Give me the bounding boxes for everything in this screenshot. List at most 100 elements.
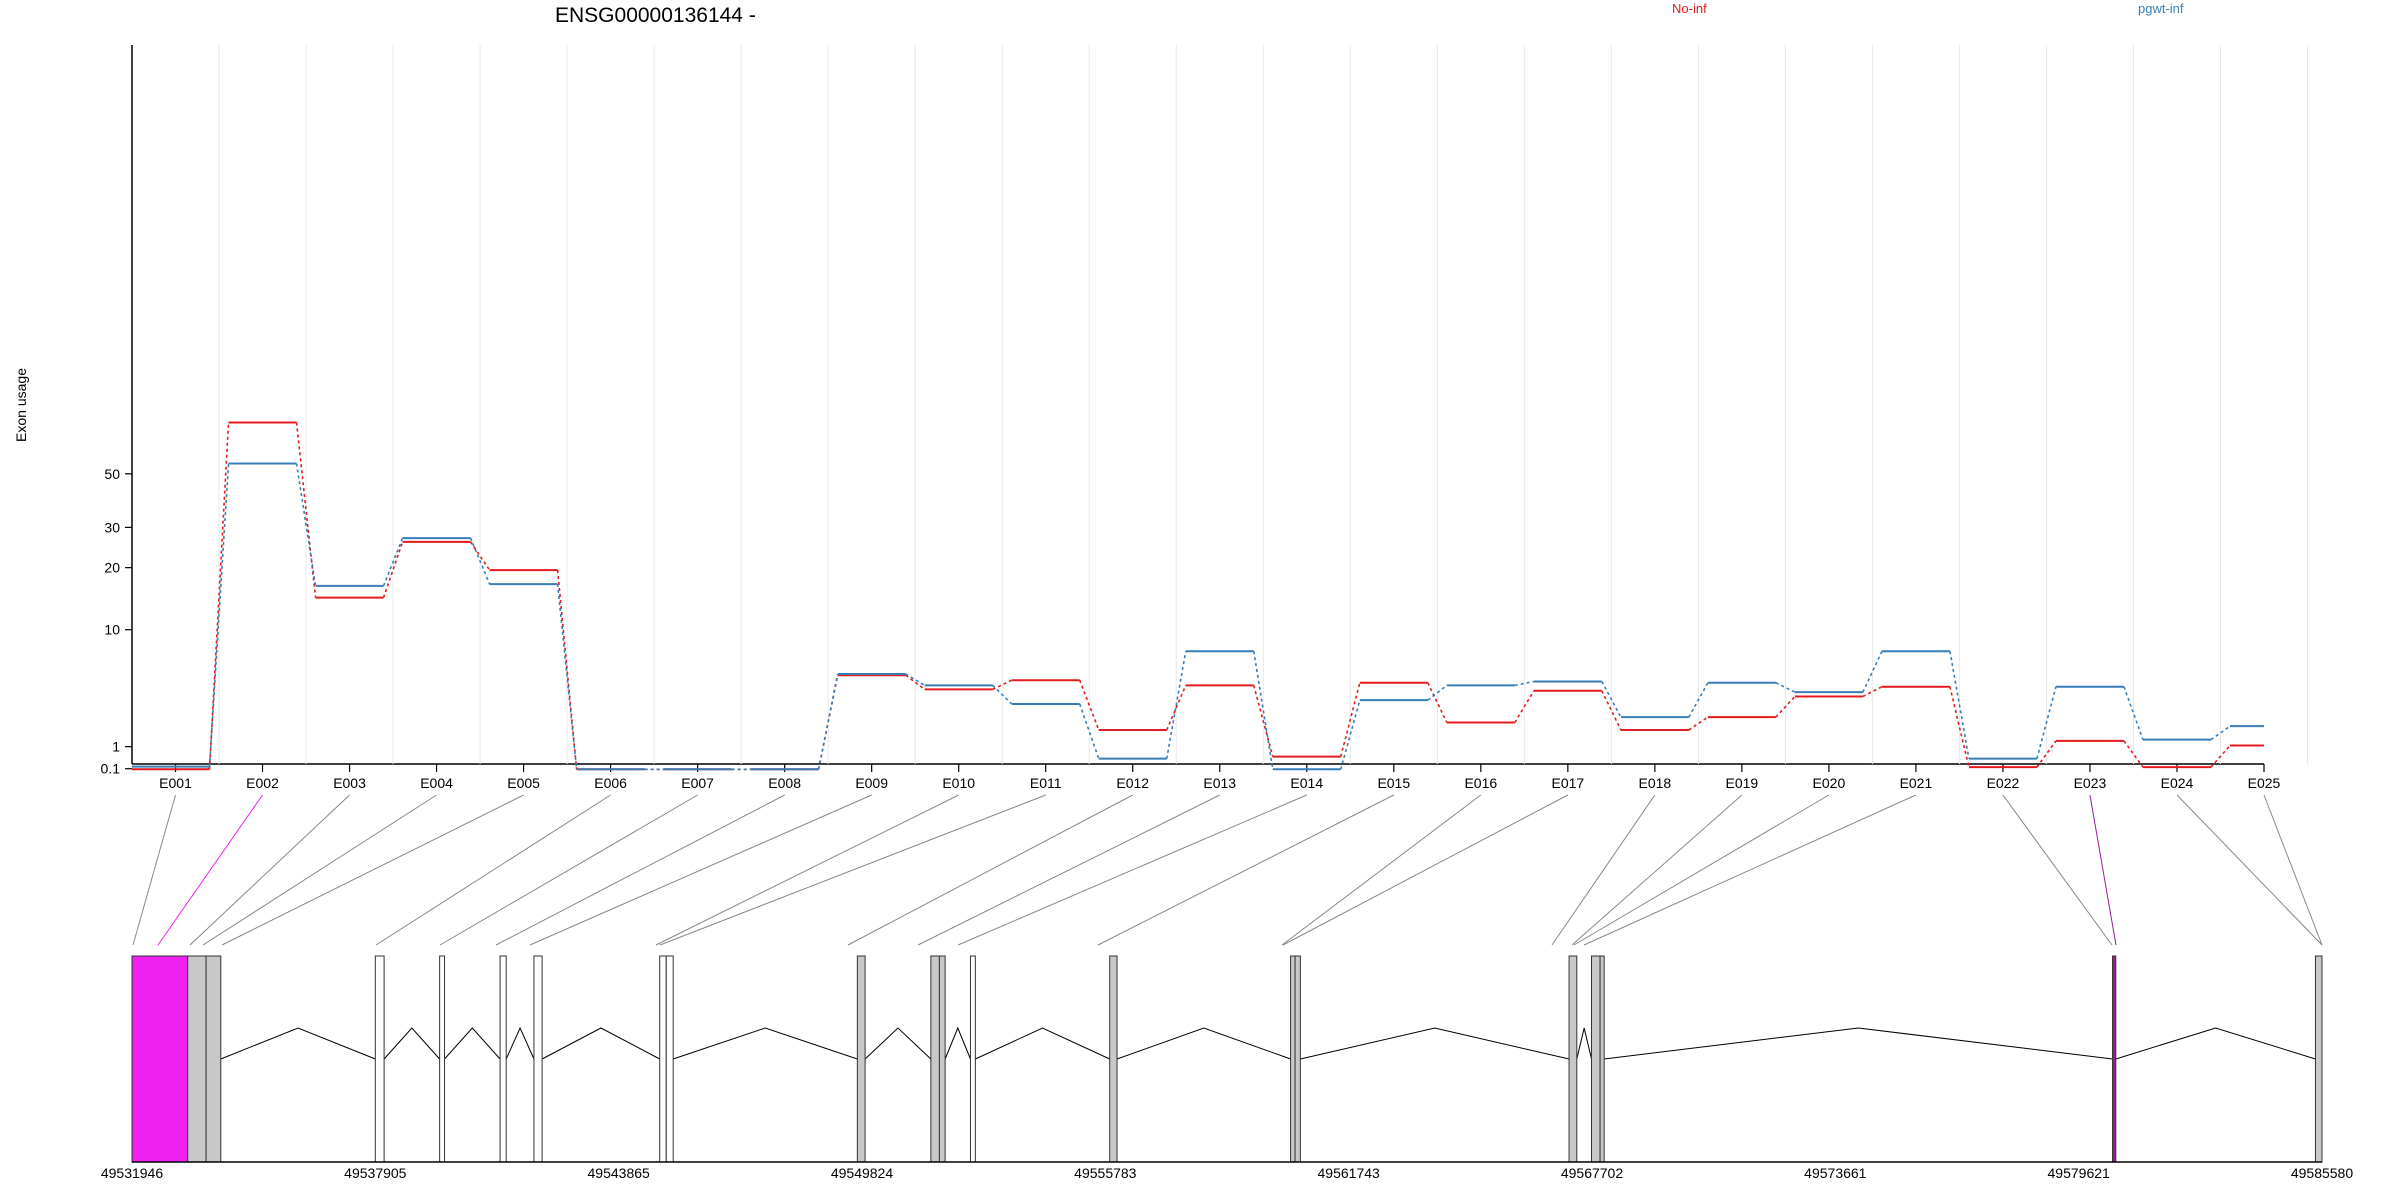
y-tick-label: 0.1 [101, 761, 121, 777]
series-connector [1427, 682, 1448, 723]
series-connector [208, 422, 230, 770]
intron-line [864, 1027, 932, 1060]
intron-line [541, 1027, 660, 1060]
genomic-tick-label: 49579621 [2048, 1165, 2111, 1181]
genomic-tick-label: 49573661 [1804, 1165, 1867, 1181]
intron-line [220, 1027, 376, 1060]
exon-box [1599, 955, 1605, 1163]
x-tick-label: E025 [2248, 775, 2281, 791]
x-tick-label: E017 [1551, 775, 1584, 791]
x-tick-label: E010 [942, 775, 975, 791]
exon-box [969, 955, 976, 1163]
exon-box [1294, 955, 1301, 1163]
exon-box [1568, 955, 1578, 1163]
x-tick-label: E011 [1030, 775, 1062, 791]
series-connector [2036, 686, 2057, 759]
exon-connector-line [529, 794, 872, 946]
y-axis-title: Exon usage [13, 368, 29, 442]
exon-connector-line [1573, 794, 1830, 946]
x-tick-label: E013 [1203, 775, 1236, 791]
exon-connector-line [189, 794, 350, 946]
exon-connector-line [1097, 794, 1395, 946]
genomic-tick-label: 49531946 [101, 1165, 164, 1181]
exon-connector-line [957, 794, 1307, 946]
series-connector [1252, 651, 1274, 770]
x-tick-label: E004 [420, 775, 453, 791]
x-tick-label: E024 [2161, 775, 2194, 791]
exon-connector-line [2002, 794, 2113, 946]
exon-box [533, 955, 543, 1163]
series-No-inf [132, 421, 2264, 771]
intron-line [2115, 1027, 2316, 1060]
x-tick-label: E019 [1726, 775, 1759, 791]
x-tick-label: E007 [681, 775, 714, 791]
x-tick-label: E006 [594, 775, 627, 791]
exon-box [1109, 955, 1118, 1163]
x-tick-label: E003 [333, 775, 366, 791]
series-connector [1688, 682, 1709, 718]
series-connector [382, 541, 404, 598]
series-connector [382, 537, 404, 587]
series-connector [1949, 686, 1970, 768]
genomic-tick-label: 49585580 [2291, 1165, 2354, 1181]
y-tick-label: 30 [104, 519, 120, 535]
legend-no-inf: No-inf [1672, 1, 1707, 16]
y-tick-label: 20 [104, 560, 120, 576]
series-connector [817, 673, 839, 770]
exon-box [131, 955, 189, 1163]
exon-box [2112, 955, 2117, 1163]
series-connector [469, 537, 491, 585]
exon-connector-line [1282, 794, 1569, 946]
exon-connector-line [221, 794, 524, 946]
series-connector [1601, 690, 1622, 731]
series-connector [2210, 744, 2231, 768]
x-tick-label: E020 [1813, 775, 1846, 791]
y-tick-label: 1 [112, 739, 120, 755]
exon-connector-line [375, 794, 611, 946]
series-connector [1514, 690, 1535, 723]
plot-area: 0.1 1 10 20 30 50 E001 E002 E003 E004 E005 E006 E007… [101, 45, 2354, 1181]
exon-connector-line [202, 794, 437, 946]
intron-line [1604, 1027, 2113, 1060]
genomic-tick-label: 49543865 [588, 1165, 651, 1181]
x-tick-label: E012 [1116, 775, 1149, 791]
genomic-tick-label: 49537905 [344, 1165, 407, 1181]
exon-box [930, 955, 940, 1163]
series-connector [905, 673, 926, 687]
exon-box [659, 955, 667, 1163]
exon-connector-line [2089, 794, 2117, 946]
x-tick-label: E014 [1290, 775, 1323, 791]
chart-title: ENSG00000136144 - [555, 4, 756, 27]
legend-pgwt-inf: pgwt-inf [2138, 1, 2184, 16]
series-connector [556, 584, 578, 770]
series-connector [295, 463, 317, 586]
intron-line [444, 1027, 501, 1060]
y-tick-label: 50 [104, 466, 120, 482]
exon-connector-line [2263, 794, 2323, 946]
exon-box [665, 955, 674, 1163]
exon-connector-line [847, 794, 1133, 946]
exon-box [856, 955, 866, 1163]
exon-box [499, 955, 507, 1163]
x-tick-label: E001 [159, 775, 192, 791]
series-connector [1949, 651, 1970, 759]
exon-connector-line [1281, 794, 1482, 946]
x-tick-label: E009 [855, 775, 888, 791]
series-connector [992, 684, 1013, 705]
series-connector [1252, 685, 1274, 757]
exon-connector-line [495, 794, 785, 946]
series-connector [2036, 740, 2057, 768]
series-connector [1165, 685, 1187, 731]
series-connector [1862, 650, 1883, 693]
genomic-tick-label: 49549824 [831, 1165, 894, 1181]
x-tick-label: E021 [1900, 775, 1933, 791]
exon-connector-line [917, 794, 1220, 946]
x-tick-label: E018 [1639, 775, 1672, 791]
exon-box [187, 955, 207, 1163]
genomic-tick-label: 49567702 [1561, 1165, 1624, 1181]
series-connector [1078, 679, 1100, 731]
intron-line [505, 1026, 535, 1060]
genomic-tick-label: 49555783 [1074, 1165, 1137, 1181]
series-connector [1078, 703, 1100, 759]
